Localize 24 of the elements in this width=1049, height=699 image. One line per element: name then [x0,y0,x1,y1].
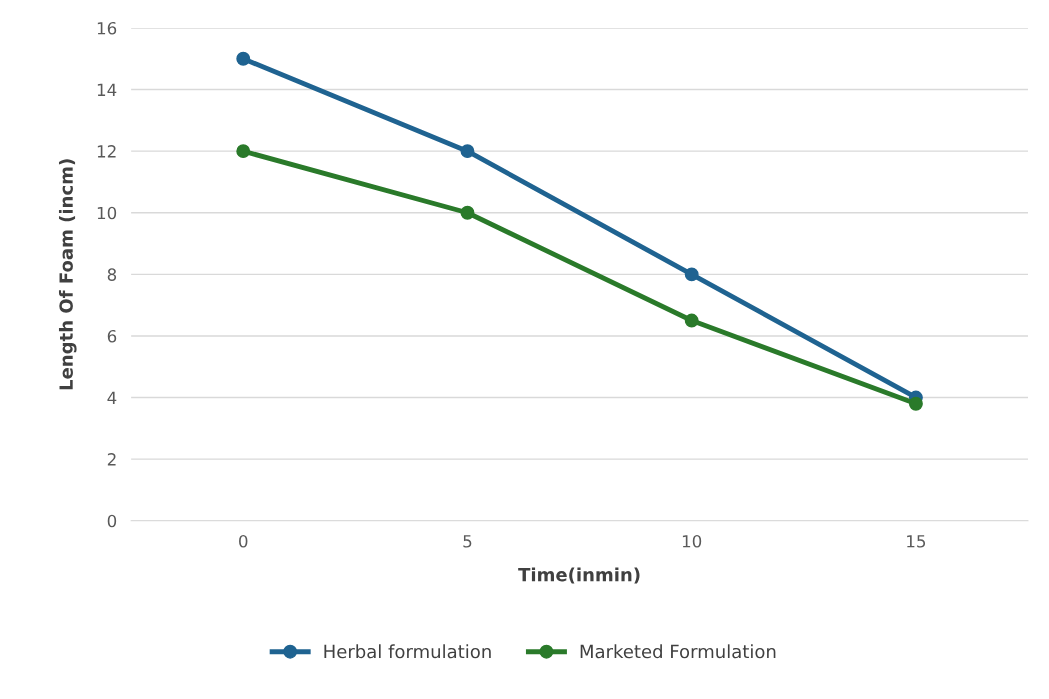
legend-label: Herbal formulation [324,644,491,659]
x-tick-label: 5 [463,535,472,548]
y-tick-label: 12 [97,145,116,158]
point [460,144,475,159]
y-tick-label: 0 [107,514,117,528]
y-axis-title: Length Of Foam (incm) [58,159,77,390]
y-tick-label: 4 [107,391,117,404]
legend-label: Marketed Formulation [580,644,776,659]
x-tick-label: 0 [239,534,248,548]
x-tick-label: 15 [907,535,926,548]
point [460,205,475,220]
point [908,396,923,411]
x-axis-title: Time(inmin) [518,567,640,584]
y-tick-label: 6 [107,329,117,343]
point [236,144,251,159]
point [684,313,699,328]
point [684,267,699,282]
y-tick-label: 8 [107,268,117,281]
y-tick-label: 10 [97,206,117,220]
point [236,51,251,66]
x-tick-label: 10 [682,534,702,548]
y-tick-label: 2 [107,453,116,466]
y-tick-label: 14 [97,83,117,96]
y-tick-label: 16 [97,21,117,35]
